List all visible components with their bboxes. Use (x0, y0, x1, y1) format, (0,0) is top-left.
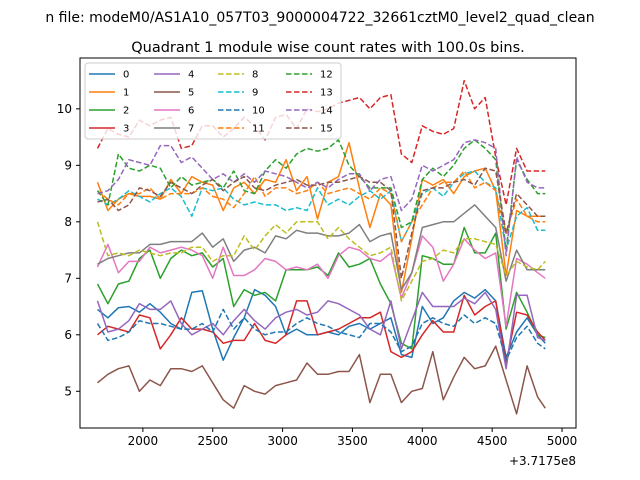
legend-label-10: 10 (252, 106, 265, 117)
x-tick-label: 4000 (407, 434, 438, 448)
legend-label-3: 3 (123, 124, 129, 135)
legend-label-15: 15 (320, 124, 333, 135)
x-tick-label: 3500 (337, 434, 368, 448)
legend-box (84, 62, 342, 140)
series-layer (96, 79, 546, 415)
legend-label-9: 9 (252, 88, 258, 99)
x-tick-label: 2500 (197, 434, 228, 448)
series-line-15 (97, 167, 546, 280)
legend-label-13: 13 (320, 88, 333, 99)
legend-label-0: 0 (123, 70, 129, 81)
series-line-3 (97, 294, 546, 364)
y-tick-label: 5 (64, 384, 72, 398)
legend-label-1: 1 (123, 88, 129, 99)
legend-label-12: 12 (320, 70, 333, 81)
y-tick-label: 9 (64, 158, 72, 172)
y-axis: 5 6 7 8 9 10 (57, 102, 80, 398)
series-line-2 (96, 226, 546, 350)
x-offset-label: +3.7175e8 (509, 454, 576, 468)
x-axis: 2000 2500 3000 3500 4000 4500 5000 (128, 428, 578, 448)
legend-label-14: 14 (320, 106, 333, 117)
y-tick-label: 7 (64, 271, 72, 285)
legend-label-7: 7 (188, 124, 194, 135)
series-line-8 (96, 221, 546, 302)
x-tick-label: 3000 (267, 434, 298, 448)
series-line-14 (97, 139, 546, 257)
series-line-9 (97, 170, 546, 251)
x-tick-label: 2000 (128, 434, 159, 448)
x-tick-label: 5000 (547, 434, 578, 448)
series-line-6 (96, 235, 546, 328)
series-line-1 (96, 141, 546, 294)
y-tick-label: 10 (57, 102, 72, 116)
series-line-11 (97, 170, 546, 243)
series-line-10 (96, 308, 546, 361)
legend-label-11: 11 (252, 124, 265, 135)
legend-label-5: 5 (188, 88, 194, 99)
series-line-4 (96, 291, 546, 370)
plot-frame (79, 57, 577, 429)
y-tick-label: 6 (64, 328, 72, 342)
y-tick-label: 8 (64, 215, 72, 229)
chart-title: Quadrant 1 module wise count rates with … (131, 40, 525, 56)
legend-label-6: 6 (188, 106, 194, 117)
x-tick-label: 4500 (477, 434, 508, 448)
series-line-12 (96, 139, 546, 251)
series-line-5 (97, 345, 546, 415)
series-line-7 (97, 204, 546, 291)
legend-label-2: 2 (123, 106, 129, 117)
legend-label-8: 8 (252, 70, 258, 81)
figure-suptitle: n file: modeM0/AS1A10_057T03_9000004722_… (45, 10, 594, 26)
legend-label-4: 4 (188, 70, 194, 81)
